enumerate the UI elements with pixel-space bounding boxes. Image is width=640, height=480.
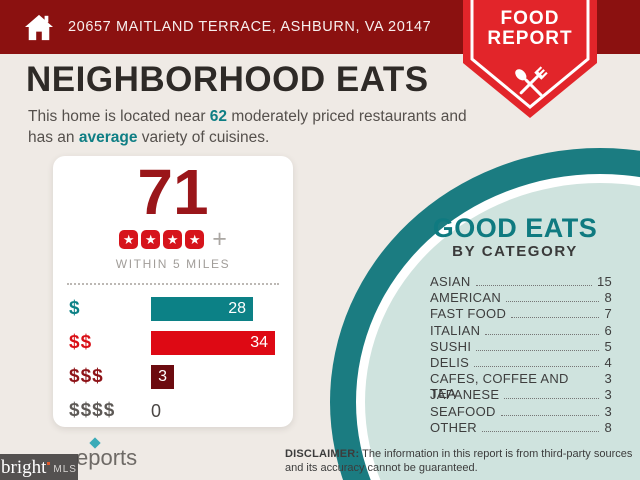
star-rating: ★ ★ ★ ★ + [53,225,293,253]
category-count: 3 [604,371,612,387]
category-row: ITALIAN 6 [430,323,612,339]
category-count: 8 [604,419,612,435]
category-name: FAST FOOD [430,306,507,322]
category-name: AMERICAN [430,290,502,306]
star-icon: ★ [141,230,161,249]
disclaimer-text: DISCLAIMER: The information in this repo… [285,448,637,475]
summary-part3: variety of cuisines. [137,129,270,146]
fork-spoon-icon [515,66,548,97]
home-icon [25,14,53,41]
price-tier-label: $$ [69,332,93,353]
dotted-leader [476,349,600,351]
category-name: SUSHI [430,338,472,354]
category-name: ITALIAN [430,322,481,338]
price-bar: 3 [151,365,174,389]
watermark-mls-text: MLS [53,463,77,475]
category-name: DELIS [430,354,470,370]
good-eats-subtitle: BY CATEGORY [452,243,578,260]
price-tier-label: $ [69,298,81,319]
category-row: AMERICAN 8 [430,290,612,306]
category-row: DELIS 4 [430,355,612,371]
category-row: CAFES, COFFEE AND TEA 3 [430,371,612,401]
brightmls-watermark: bright MLS [0,454,78,480]
price-bar: 28 [151,297,253,321]
price-row: $28 [69,297,277,321]
dotted-leader [511,317,600,319]
variety-rating: average [78,129,138,146]
property-address: 20657 MAITLAND TERRACE, ASHBURN, VA 2014… [68,19,432,35]
category-row: ASIAN 15 [430,274,612,290]
disclaimer-label: DISCLAIMER: [285,448,360,460]
watermark-accent-dot [47,461,51,465]
restaurant-count: 62 [209,108,228,125]
category-row: SEAFOOD 3 [430,404,612,420]
star-plus-icon: + [212,225,227,253]
dotted-leader [474,365,600,367]
price-row: $$$$ 0 [69,399,277,423]
badge-line-report: REPORT [487,28,573,49]
price-bar-value: 3 [158,368,167,385]
dotted-leader [485,333,600,335]
badge-line-food: FOOD [500,8,560,29]
badge-ribbon-shape [463,0,597,118]
dotted-leader [482,430,600,432]
category-name: CAFES, COFFEE AND TEA [430,371,569,402]
watermark-bright-text: bright [1,456,47,478]
category-name: OTHER [430,419,477,435]
disclaimer-body: The information in this report is from t… [285,448,633,474]
food-report-badge: FOOD REPORT [463,0,597,118]
category-count: 5 [604,338,612,354]
price-bar-chart: $28 $$ 34 $$$ 3 $$$$ 0 [53,285,293,423]
price-bar-value: 34 [250,334,268,351]
price-bar-value: 0 [151,400,162,421]
category-count: 8 [604,290,612,306]
dotted-leader [504,398,600,400]
category-count: 6 [604,322,612,338]
dotted-leader [500,414,600,416]
summary-part2: moderately priced restaurants and has an [28,108,467,146]
category-row: SUSHI 5 [430,339,612,355]
category-row: OTHER 8 [430,420,612,436]
category-count: 3 [604,403,612,419]
card-divider [67,283,279,285]
category-count: 15 [596,274,612,289]
good-eats-panel: GOOD EATS BY CATEGORY ASIAN 15 AMERICAN 8 FA… [398,214,632,436]
price-bar: 0 [151,399,161,423]
food-score: 71 [137,156,209,228]
radius-label: WITHIN 5 MILES [115,257,231,271]
price-bar-value: 28 [228,300,246,317]
dotted-leader [506,301,600,303]
category-name: ASIAN [430,274,471,289]
price-tier-label: $$$$ [69,400,116,421]
summary-part1: This home is located near [28,108,210,125]
category-name: JAPANESE [430,387,500,403]
dotted-leader [475,285,592,286]
star-icon: ★ [185,230,205,249]
price-row: $$ 34 [69,331,277,355]
category-count: 3 [604,387,612,403]
category-row: FAST FOOD 7 [430,306,612,322]
reports-logo-text: eports [76,445,138,470]
category-name: SEAFOOD [430,403,496,419]
price-row: $$$ 3 [69,365,277,389]
score-card: 71 ★ ★ ★ ★ + WITHIN 5 MILES $28 $$ 34 $$$ 3 $$$$ 0 [53,156,293,427]
badge-text: FOOD REPORT [463,9,597,49]
category-count: 7 [604,306,612,322]
good-eats-title: GOOD EATS [432,213,598,243]
price-tier-label: $$$ [69,366,104,387]
summary-text: This home is located near 62 moderately … [28,106,468,148]
page-title: NEIGHBORHOOD EATS [26,60,429,99]
category-count: 4 [604,354,612,370]
category-row: JAPANESE 3 [430,387,612,403]
star-icon: ★ [163,230,183,249]
price-bar: 34 [151,331,275,355]
category-list: ASIAN 15 AMERICAN 8 FAST FOOD 7 ITALIAN 6 SUSHI 5… [398,274,612,436]
star-icon: ★ [119,230,139,249]
